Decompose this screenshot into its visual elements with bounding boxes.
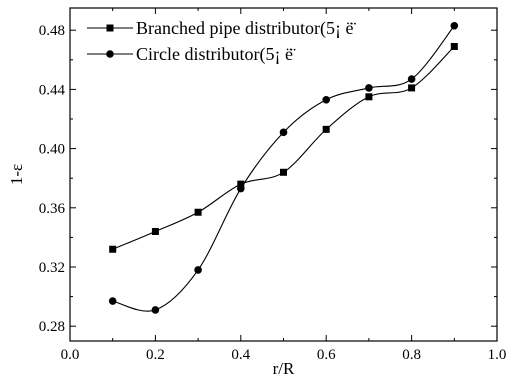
legend-item: Branched pipe distributor(5¡ ë̈ [87, 18, 356, 39]
y-tick-label: 0.28 [39, 319, 65, 335]
series-line [112, 46, 455, 250]
y-tick-label: 0.36 [39, 201, 66, 217]
data-point-circle [322, 95, 331, 104]
data-point-square [450, 42, 458, 50]
x-tick-label: 1.0 [488, 347, 507, 363]
legend-circle-marker [106, 50, 114, 58]
legend-item: Circle distributor(5¡ ë̈ [87, 44, 296, 65]
series-layer [108, 21, 459, 314]
data-point-circle [450, 21, 459, 30]
series-circle [108, 21, 459, 314]
x-tick-label: 0.2 [146, 347, 165, 363]
x-tick-label: 0.8 [402, 347, 421, 363]
data-point-circle [279, 128, 288, 137]
data-point-circle [365, 84, 373, 92]
x-axis-title: r/R [273, 359, 295, 378]
y-tick-label: 0.48 [39, 23, 65, 39]
legend-label: Circle distributor(5¡ ë̈ [136, 44, 296, 65]
data-point-circle [151, 306, 160, 314]
data-point-square [237, 180, 245, 188]
x-tick-label: 0.6 [317, 347, 336, 363]
data-point-square [151, 227, 159, 235]
data-point-square [109, 245, 117, 253]
x-tick-label: 0.0 [61, 347, 80, 363]
data-point-square [322, 125, 330, 133]
legend-label: Branched pipe distributor(5¡ ë̈ [136, 18, 356, 39]
x-tick-label: 0.4 [231, 347, 250, 363]
series-branched-pipe [109, 42, 458, 253]
y-tick-label: 0.32 [39, 260, 65, 276]
data-point-square [365, 93, 373, 101]
data-point-circle [237, 184, 245, 193]
series-line [112, 25, 455, 312]
y-tick-label: 0.44 [39, 82, 66, 98]
data-point-square [280, 168, 287, 176]
legend: Branched pipe distributor(5¡ ë̈ Circle di… [87, 18, 356, 65]
data-point-square [408, 84, 416, 92]
data-point-circle [194, 266, 202, 274]
data-point-square [194, 208, 202, 216]
legend-square-marker [106, 24, 114, 32]
data-point-circle [407, 75, 416, 83]
y-tick-label: 0.40 [39, 142, 65, 158]
data-point-circle [108, 297, 117, 305]
axes-layer: 0.0 0.2 0.4 0.6 0.8 1.0 0.28 0.32 0.36 0.40 0.44 0.… [7, 7, 507, 378]
y-axis-title: 1-ε [7, 164, 26, 185]
